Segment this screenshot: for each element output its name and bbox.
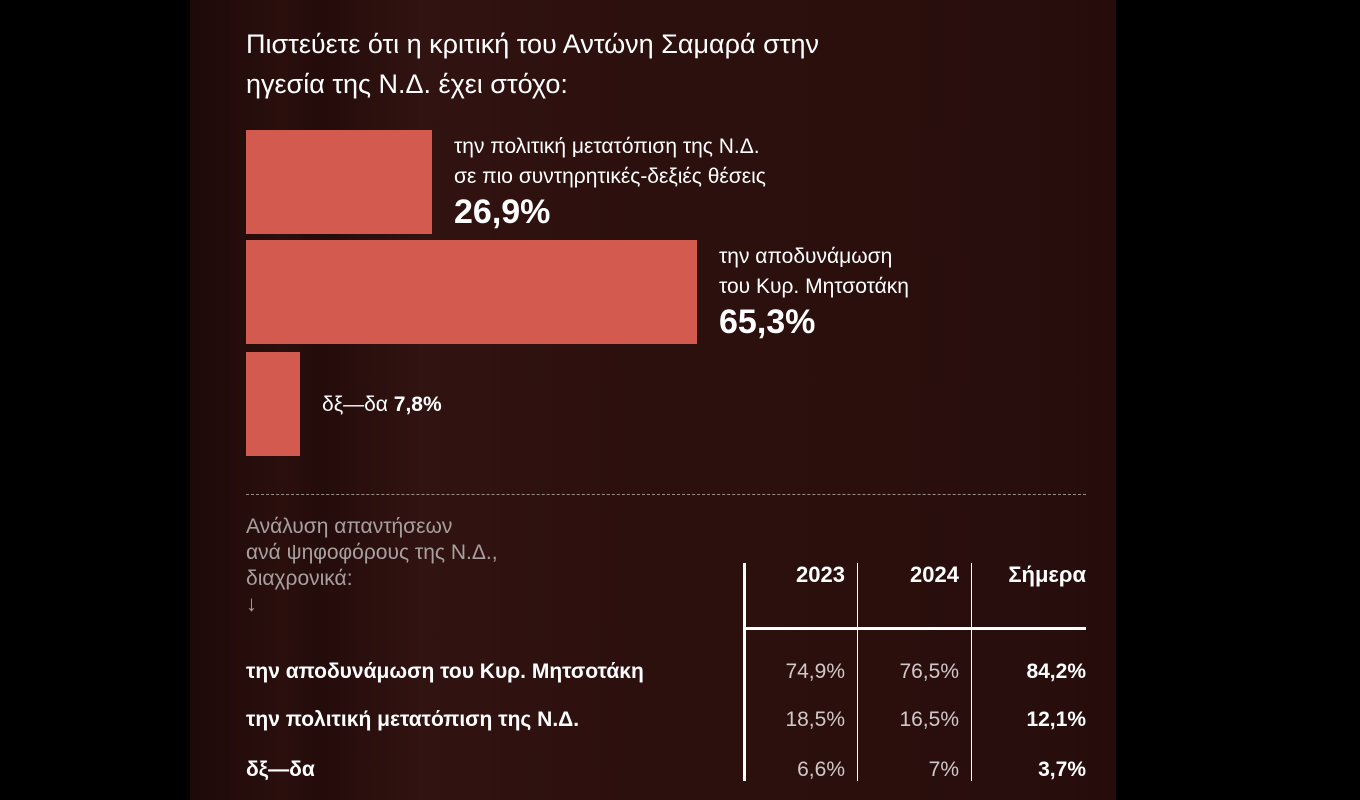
table-cell: 84,2% — [1026, 660, 1086, 683]
bar-label-3: δξ—δα 7,8% — [322, 390, 442, 420]
table-cell: 16,5% — [899, 708, 959, 731]
table-row-label: δξ—δα — [246, 758, 315, 781]
column-header-2: 2024 — [910, 562, 959, 587]
table-cell: 3,7% — [1038, 758, 1086, 781]
down-arrow-icon: ↓ — [246, 591, 257, 616]
table-subtitle-line-1: Ανάλυση απαντήσεων — [246, 515, 453, 538]
column-rule-1 — [743, 563, 746, 781]
column-rule-3 — [971, 563, 972, 781]
table-row-label: την αποδυνάμωση του Κυρ. Μητσοτάκη — [246, 660, 644, 683]
header-rule — [743, 627, 1086, 630]
chart-title: Πιστεύετε ότι η κριτική του Αντώνη Σαμαρ… — [246, 29, 819, 99]
bar-label-text: σε πιο συντηρητικές-δεξιές θέσεις — [454, 165, 766, 188]
bar-value-label: 7,8% — [393, 393, 442, 416]
bar-value-label: 26,9% — [454, 193, 551, 231]
bar-label-text: την αποδυνάμωση — [719, 245, 893, 268]
bar-label-text: δξ—δα — [322, 393, 394, 416]
table-subtitle-line-3: διαχρονικά: — [246, 567, 353, 590]
table-cell: 76,5% — [899, 660, 959, 683]
infographic-panel: Πιστεύετε ότι η κριτική του Αντώνη Σαμαρ… — [190, 0, 1116, 800]
column-header-3: Σήμερα — [1008, 562, 1086, 587]
bar-label-text: την πολιτική μετατόπιση της Ν.Δ. — [454, 135, 760, 158]
dashed-divider — [246, 494, 1086, 495]
table-cell: 74,9% — [785, 660, 845, 683]
bar-label-1: την πολιτική μετατόπιση της Ν.Δ. σε πιο σ… — [454, 132, 766, 232]
table-cell: 12,1% — [1026, 708, 1086, 731]
bar-2 — [246, 240, 697, 344]
table-cell: 6,6% — [797, 758, 845, 781]
bar-label-2: την αποδυνάμωση του Κυρ. Μητσοτάκη 65,3% — [719, 242, 909, 342]
table-subtitle-line-2: ανά ψηφοφόρους της Ν.Δ., — [246, 541, 498, 564]
table-row-label: την πολιτική μετατόπιση της Ν.Δ. — [246, 708, 580, 731]
bar-1 — [246, 130, 432, 234]
bar-label-text: του Κυρ. Μητσοτάκη — [719, 275, 909, 298]
table-cell: 7% — [928, 758, 959, 781]
column-rule-2 — [857, 563, 858, 781]
table-subtitle: Ανάλυση απαντήσεων ανά ψηφοφόρους της Ν.… — [246, 514, 666, 616]
bar-3 — [246, 352, 300, 456]
table-cell: 18,5% — [785, 708, 845, 731]
column-header-1: 2023 — [796, 562, 845, 587]
bar-value-label: 65,3% — [719, 303, 816, 341]
